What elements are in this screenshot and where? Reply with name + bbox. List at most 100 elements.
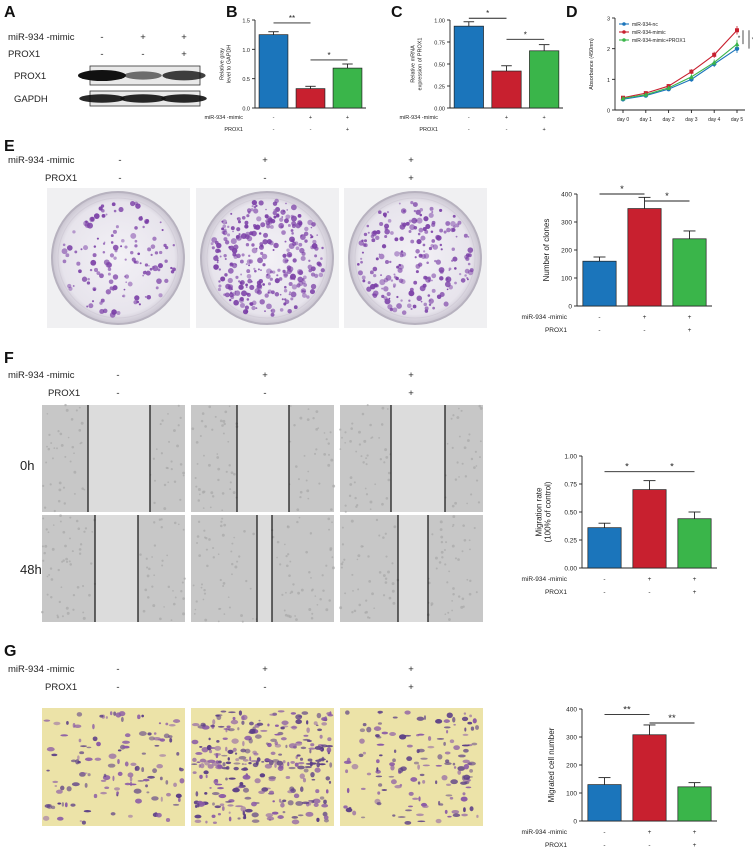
- migrated-cell: [408, 805, 413, 808]
- bar: [677, 518, 712, 569]
- cell-speck: [208, 405, 212, 409]
- condition-label: miR-934 -mimic: [522, 829, 568, 836]
- colony: [262, 283, 265, 286]
- cell-speck: [310, 589, 314, 592]
- migrated-cell: [321, 722, 328, 726]
- migrated-cell: [392, 758, 396, 763]
- migrated-cell: [435, 764, 443, 767]
- panel-f-row-label-prox1: PROX1: [48, 388, 80, 399]
- migrated-cell: [406, 744, 413, 748]
- colony: [413, 280, 418, 285]
- migrated-cell: [233, 762, 241, 765]
- cell-speck: [73, 452, 75, 455]
- colony: [415, 270, 419, 274]
- migrated-cell: [318, 763, 326, 766]
- legend-marker: [622, 38, 626, 42]
- migrated-cell: [261, 760, 265, 763]
- condition-label: PROX1: [545, 589, 567, 596]
- cell-speck: [51, 547, 55, 551]
- migrated-cell: [323, 799, 327, 805]
- colony: [369, 283, 376, 290]
- colony: [406, 303, 412, 309]
- migrated-cell: [453, 766, 457, 769]
- colony: [283, 273, 288, 278]
- dish-rim: [206, 197, 328, 319]
- colony: [448, 269, 451, 272]
- colony: [245, 286, 248, 289]
- condition-mark: -: [603, 589, 605, 596]
- migrated-cell: [265, 742, 269, 745]
- cell-speck: [283, 543, 286, 546]
- migrated-cell: [218, 793, 227, 799]
- migrated-cell: [172, 719, 181, 723]
- cell-speck: [82, 611, 85, 614]
- colony: [369, 270, 374, 275]
- condition-mark: -: [506, 127, 508, 133]
- cell-speck: [180, 590, 183, 593]
- migrated-cell: [72, 722, 76, 728]
- colony: [89, 216, 95, 223]
- migrated-cell: [410, 777, 418, 782]
- colony: [284, 218, 289, 224]
- cell-speck: [60, 586, 63, 589]
- cell-speck: [470, 457, 474, 461]
- migrated-cell: [343, 805, 348, 809]
- migrated-cell: [293, 793, 300, 799]
- migrated-cell: [116, 791, 119, 795]
- colony: [245, 243, 250, 247]
- cell-speck: [450, 417, 453, 420]
- cell-speck: [62, 486, 66, 489]
- colony: [230, 226, 235, 231]
- colony: [420, 235, 426, 241]
- colony: [285, 202, 287, 205]
- colony: [367, 231, 370, 234]
- cell-speck: [167, 585, 171, 589]
- colony: [288, 281, 293, 287]
- cell-speck: [84, 527, 88, 530]
- colony: [270, 308, 276, 314]
- cell-speck: [41, 610, 44, 614]
- condition-mark: +: [643, 314, 647, 321]
- colony: [294, 241, 299, 246]
- migrated-cell: [238, 710, 243, 716]
- migrated-cell: [417, 733, 425, 736]
- colony: [361, 251, 364, 254]
- y-tick-label: 0: [568, 304, 572, 311]
- colony: [408, 219, 412, 223]
- condition-mark: -: [603, 576, 605, 583]
- cell-speck: [446, 581, 449, 584]
- cell-speck: [308, 608, 312, 611]
- cell-speck: [310, 577, 312, 579]
- cell-speck: [327, 442, 330, 445]
- condition-mark: -: [603, 829, 605, 836]
- blot-band: [161, 94, 207, 103]
- cell-speck: [281, 593, 284, 596]
- migrated-cell: [195, 791, 199, 797]
- cell-speck: [75, 409, 78, 412]
- migrated-cell: [198, 764, 201, 768]
- colony: [401, 310, 407, 315]
- cell-speck: [366, 404, 369, 407]
- migrated-cell: [244, 808, 253, 813]
- colony: [309, 289, 315, 295]
- cell-speck: [221, 533, 225, 537]
- colony: [224, 292, 230, 298]
- migrated-cell: [325, 760, 329, 763]
- colony: [297, 268, 303, 275]
- colony: [256, 280, 262, 285]
- colony: [93, 213, 100, 219]
- cell-speck: [331, 521, 333, 524]
- colony: [227, 284, 234, 290]
- colony: [424, 230, 429, 234]
- cell-speck: [439, 520, 443, 524]
- cell-speck: [173, 480, 177, 483]
- cell-speck: [81, 584, 85, 588]
- migrated-cell: [93, 793, 98, 799]
- colony: [400, 279, 406, 285]
- colony: [400, 299, 403, 302]
- colony: [216, 261, 219, 264]
- migrated-cell: [381, 731, 389, 735]
- cell-speck: [452, 523, 455, 526]
- cell-speck: [69, 516, 72, 519]
- cell-speck: [42, 559, 45, 562]
